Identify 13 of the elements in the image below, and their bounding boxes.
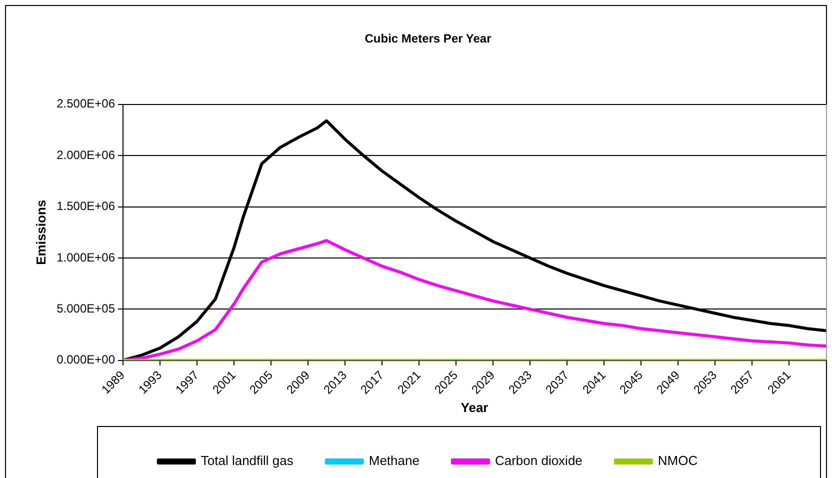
y-tick-label: 2.500E+06 <box>56 96 116 111</box>
y-tick-label: 2.000E+06 <box>56 148 116 162</box>
chart-title: Cubic Meters Per Year <box>364 32 492 46</box>
x-axis-title: Year <box>460 400 488 415</box>
y-tick-label: 5.000E+05 <box>56 301 116 316</box>
legend-label: Methane <box>368 453 420 468</box>
legend-label: NMOC <box>658 453 698 468</box>
legend-label: Carbon dioxide <box>494 453 582 468</box>
legend-label: Total landfill gas <box>200 453 294 468</box>
y-axis-title: Emissions <box>33 200 48 265</box>
y-tick-label: 1.500E+06 <box>56 199 116 214</box>
y-tick-label: 0.000E+00 <box>56 352 116 367</box>
y-tick-label: 1.000E+06 <box>56 250 116 264</box>
